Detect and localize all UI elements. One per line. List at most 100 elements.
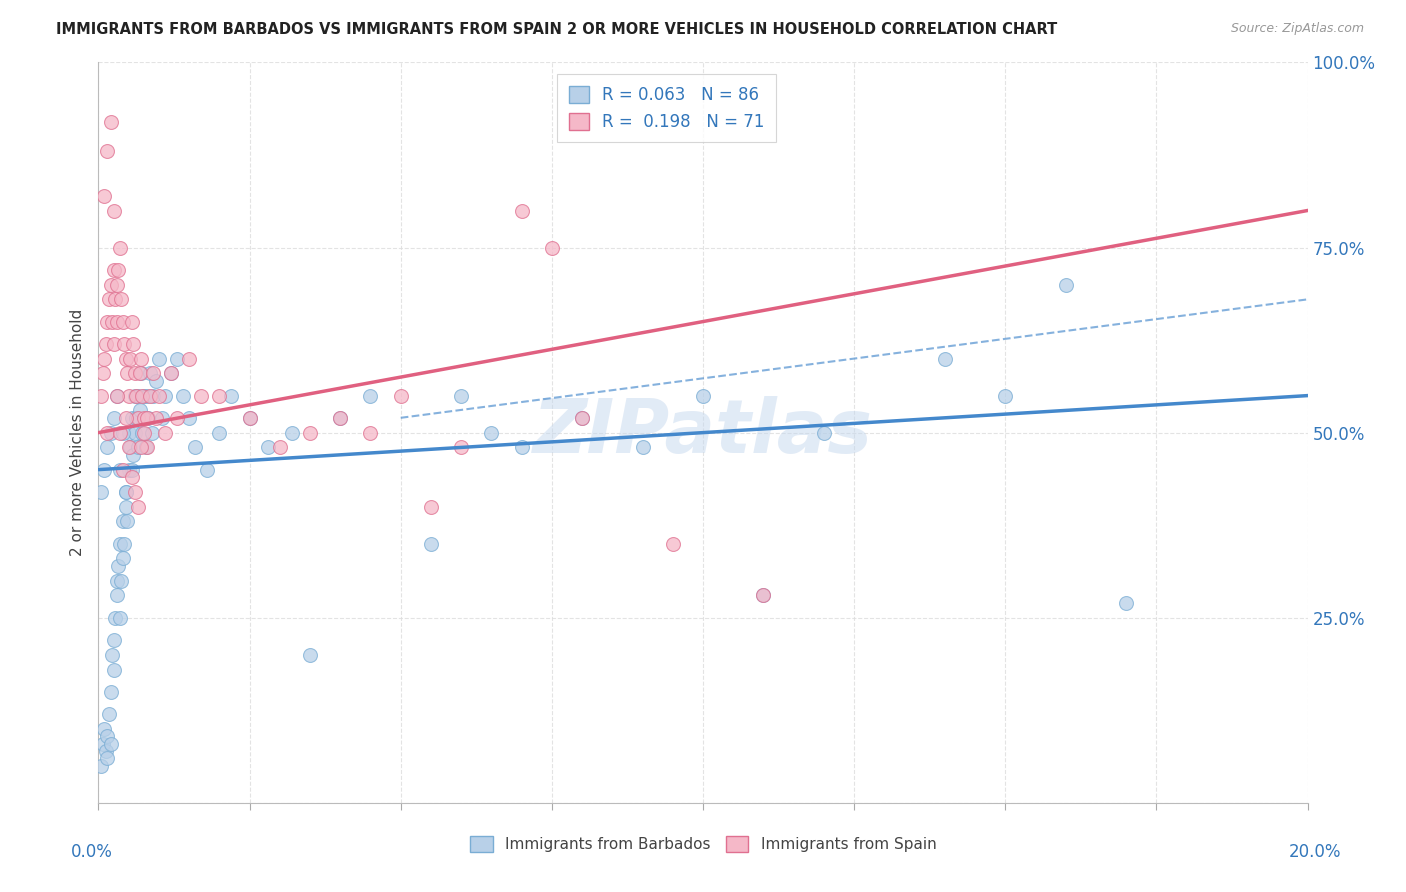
- Point: [135, 388, 157, 402]
- Point: [131, 425, 153, 440]
- Point: [107, 558, 129, 573]
- Point: [114, 500, 136, 514]
- Point: [166, 351, 188, 366]
- Point: [150, 410, 173, 425]
- Point: [136, 410, 159, 425]
- Point: [208, 388, 231, 402]
- Point: [108, 610, 131, 624]
- Point: [299, 648, 322, 662]
- Point: [93, 462, 115, 476]
- Point: [208, 425, 231, 440]
- Point: [752, 589, 775, 603]
- Point: [160, 367, 183, 381]
- Point: [281, 425, 304, 440]
- Point: [96, 425, 118, 440]
- Point: [98, 293, 121, 307]
- Point: [94, 336, 117, 351]
- Point: [93, 188, 115, 202]
- Point: [994, 388, 1017, 402]
- Point: [153, 388, 176, 402]
- Point: [571, 410, 593, 425]
- Point: [752, 589, 775, 603]
- Point: [129, 367, 152, 381]
- Point: [121, 462, 143, 476]
- Point: [90, 758, 112, 772]
- Point: [105, 314, 128, 328]
- Point: [153, 425, 176, 440]
- Point: [631, 441, 654, 455]
- Point: [510, 441, 533, 455]
- Point: [104, 610, 127, 624]
- Point: [111, 314, 134, 328]
- Point: [124, 388, 146, 402]
- Point: [100, 314, 122, 328]
- Point: [93, 722, 115, 736]
- Point: [121, 314, 143, 328]
- Point: [172, 388, 194, 402]
- Point: [125, 410, 148, 425]
- Point: [104, 293, 127, 307]
- Point: [114, 484, 136, 499]
- Point: [420, 500, 443, 514]
- Point: [100, 425, 122, 440]
- Point: [1054, 277, 1077, 292]
- Point: [103, 663, 125, 677]
- Point: [124, 484, 146, 499]
- Point: [108, 536, 131, 550]
- Point: [94, 744, 117, 758]
- Point: [135, 441, 157, 455]
- Point: [108, 425, 131, 440]
- Point: [105, 574, 128, 588]
- Point: [100, 277, 122, 292]
- Point: [389, 388, 412, 402]
- Point: [118, 441, 141, 455]
- Point: [110, 574, 132, 588]
- Point: [121, 410, 143, 425]
- Point: [127, 441, 149, 455]
- Point: [100, 685, 122, 699]
- Point: [100, 114, 122, 128]
- Point: [118, 462, 141, 476]
- Point: [107, 262, 129, 277]
- Point: [127, 410, 149, 425]
- Point: [105, 388, 128, 402]
- Point: [103, 410, 125, 425]
- Point: [540, 240, 562, 255]
- Point: [117, 367, 139, 381]
- Point: [142, 367, 165, 381]
- Point: [135, 441, 157, 455]
- Point: [184, 441, 207, 455]
- Point: [118, 351, 141, 366]
- Point: [139, 388, 162, 402]
- Point: [121, 470, 143, 484]
- Point: [139, 367, 162, 381]
- Point: [131, 388, 153, 402]
- Point: [103, 203, 125, 218]
- Text: Source: ZipAtlas.com: Source: ZipAtlas.com: [1230, 22, 1364, 36]
- Point: [132, 425, 155, 440]
- Point: [145, 410, 167, 425]
- Point: [166, 410, 188, 425]
- Point: [100, 648, 122, 662]
- Point: [179, 410, 201, 425]
- Point: [111, 551, 134, 566]
- Point: [571, 410, 593, 425]
- Point: [125, 388, 148, 402]
- Point: [1115, 596, 1137, 610]
- Point: [122, 448, 145, 462]
- Point: [148, 351, 170, 366]
- Point: [105, 388, 128, 402]
- Point: [239, 410, 262, 425]
- Point: [132, 388, 155, 402]
- Point: [103, 632, 125, 647]
- Point: [114, 351, 136, 366]
- Point: [108, 462, 131, 476]
- Point: [661, 536, 683, 550]
- Point: [100, 737, 122, 751]
- Legend: Immigrants from Barbados, Immigrants from Spain: Immigrants from Barbados, Immigrants fro…: [464, 830, 942, 858]
- Text: 0.0%: 0.0%: [70, 843, 112, 861]
- Point: [360, 388, 382, 402]
- Point: [239, 410, 262, 425]
- Text: 20.0%: 20.0%: [1288, 843, 1341, 861]
- Point: [114, 484, 136, 499]
